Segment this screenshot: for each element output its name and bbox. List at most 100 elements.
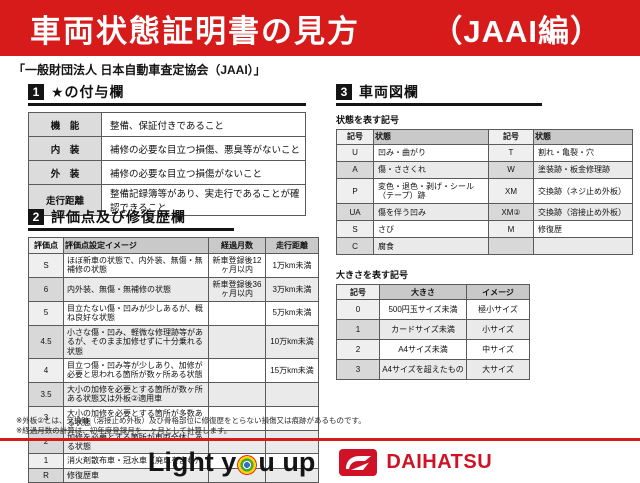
status-cell: さび [373, 220, 489, 239]
header-row: 評価点 評価点設定イメージ 経過月数 走行距離 [28, 237, 319, 254]
footnote-line: ※外板②とは、交換跡（溶接止め外板）及び骨格部位に修復歴をとらない損傷又は痕跡が… [16, 416, 366, 425]
score-cell: 5 [28, 300, 64, 326]
col-header: イメージ [466, 284, 530, 301]
section-3-header: 3 車両図欄 [336, 84, 542, 106]
size-row: 2 A4サイズ未満 中サイズ [336, 339, 530, 361]
section-3-title: 車両図欄 [359, 84, 419, 100]
col-header: 大きさ [379, 284, 467, 301]
symbol-cell: UA [336, 203, 374, 222]
symbol-cell: A [336, 161, 374, 179]
symbol-cell: 1 [336, 319, 380, 341]
desc-cell: 目立たない傷・凹みが少しあるが、概ね良好な状態 [63, 300, 209, 326]
months-cell [208, 300, 266, 326]
months-cell: 新車登録後36ヶ月以内 [208, 276, 266, 302]
symbol-row: A 傷・ささくれ W 塗装跡・板金修理跡 [336, 161, 633, 179]
table-row: 内 装 補修の必要な目立つ損傷、悪臭等がないこと [28, 136, 306, 161]
km-cell: 10万km未満 [265, 324, 319, 359]
title-banner: 車両状態証明書の見方 （JAAI編） [0, 0, 640, 56]
evaluation-row: 4 目立つ傷・凹み等が少しあり、加修が必要と思われる箇所が数ヶ所ある状態 15万… [28, 357, 319, 383]
desc-cell: 修復歴車 [63, 467, 209, 483]
evaluation-row: 4.5 小さな傷・凹み、軽微な修理跡等があるが、そのまま加修せずに十分乗れる状態… [28, 324, 319, 359]
symbol-cell: M [488, 220, 534, 239]
col-header: 記号 [336, 284, 380, 301]
row-desc: 補修の必要な目立つ損傷がないこと [101, 160, 306, 185]
star-grant-table: 機 能 整備、保証付きであること 内 装 補修の必要な目立つ損傷、悪臭等がないこ… [28, 112, 306, 216]
footnotes: ※外板②とは、交換跡（溶接止め外板）及び骨格部位に修復歴をとらない損傷又は痕跡が… [16, 416, 366, 436]
km-cell [265, 381, 319, 407]
row-desc: 整備記録簿等があり、実走行であることが確認できること [101, 184, 306, 216]
footer-logos: Light y u up DAIHATSU [0, 445, 640, 480]
image-cell: 小サイズ [466, 319, 530, 341]
evaluation-row: S ほぼ新車の状態で、内外装、無傷・無補修の状態 新車登録後12ヶ月以内 1万k… [28, 253, 319, 278]
section-2-title: 評価点及び修復歴欄 [51, 209, 186, 225]
row-label: 内 装 [28, 136, 102, 161]
status-cell: 割れ・亀裂・穴 [533, 144, 633, 162]
daihatsu-wordmark: DAIHATSU [386, 451, 493, 473]
edition-label: （JAAI編） [431, 13, 602, 49]
status-cell: 交換跡（溶接止め外板） [533, 203, 633, 222]
km-cell: 1万km未満 [265, 253, 319, 278]
light-you-up-text: u up [258, 447, 316, 477]
evaluation-row: 1 消火剤散布車・冠水車（廃車を含む） [28, 453, 319, 469]
km-cell: 5万km未満 [265, 300, 319, 326]
status-cell: 傷・ささくれ [373, 161, 489, 179]
row-label: 外 装 [28, 160, 102, 185]
desc-cell: 大小の加修を必要とする箇所が数ヶ所ある状態又は外板②適用車 [63, 381, 209, 407]
status-cell: 傷を伴う凹み [373, 203, 489, 222]
size-cell: A4サイズを超えたもの [379, 359, 467, 381]
row-desc: 補修の必要な目立つ損傷、悪臭等がないこと [101, 136, 306, 161]
image-cell: 大サイズ [466, 359, 530, 381]
symbol-cell: P [336, 177, 374, 205]
score-cell: 2 [28, 429, 64, 455]
section-1-number-badge: 1 [28, 84, 44, 100]
desc-cell: 小さな傷・凹み、軽微な修理跡等があるが、そのまま加修せずに十分乗れる状態 [63, 324, 209, 359]
daihatsu-logo: DAIHATSU [339, 449, 492, 476]
size-cell: A4サイズ未満 [379, 339, 467, 361]
organization-subtitle: 「一般財団法人 日本自動車査定協会（JAAI）」 [13, 63, 266, 77]
km-cell [265, 405, 319, 431]
status-cell: 塗装跡・板金修理跡 [533, 161, 633, 179]
status-symbols-table: 記号 状態 記号 状態 U 凹み・曲がり T 割れ・亀裂・穴 A 傷・ささくれ … [336, 129, 633, 256]
symbol-cell: S [336, 220, 374, 239]
symbol-row: S さび M 修復歴 [336, 220, 633, 239]
status-cell: 腐食 [373, 237, 489, 256]
evaluation-row: 3.5 大小の加修を必要とする箇所が数ヶ所ある状態又は外板②適用車 [28, 381, 319, 407]
col-header: 走行距離 [265, 237, 319, 254]
months-cell [208, 324, 266, 359]
months-cell: 新車登録後12ヶ月以内 [208, 253, 266, 278]
size-cell: カードサイズ未満 [379, 319, 467, 341]
col-header: 評価点 [28, 237, 64, 254]
section-2-header: 2 評価点及び修復歴欄 [28, 209, 234, 231]
score-cell: R [28, 467, 64, 483]
row-desc: 整備、保証付きであること [101, 112, 306, 137]
light-you-up-text: Light y [147, 447, 237, 477]
table-row: 外 装 補修の必要な目立つ損傷がないこと [28, 160, 306, 185]
months-cell [208, 405, 266, 431]
score-cell: 3 [28, 405, 64, 431]
col-header: 評価点設定イメージ [63, 237, 209, 254]
desc-cell: 大小の加修を必要とする箇所が多数ある状態 [63, 405, 209, 431]
symbol-row: C 腐食 [336, 237, 633, 256]
size-symbols-caption: 大きさを表す記号 [336, 270, 409, 281]
size-row: 1 カードサイズ未満 小サイズ [336, 319, 530, 341]
size-cell: 500円玉サイズ未満 [379, 299, 467, 321]
footnote-line: ※経過月数の計算は、初年度登録月を一ヶ月として計算します。 [16, 426, 232, 435]
page-title: 車両状態証明書の見方 [30, 13, 360, 49]
target-ring-icon [237, 454, 258, 475]
status-symbols-caption: 状態を表す記号 [336, 115, 400, 125]
km-cell: 15万km未満 [265, 357, 319, 383]
section-star-grant: 1 ★の付与欄 機 能 整備、保証付きであること 内 装 補修の必要な目立つ損傷… [28, 84, 306, 216]
km-cell [265, 467, 319, 483]
header-row: 記号 大きさ イメージ [336, 284, 530, 301]
col-header: 状態 [373, 129, 489, 145]
col-header: 状態 [533, 129, 633, 145]
score-cell: S [28, 253, 64, 278]
section-evaluation: 2 評価点及び修復歴欄 評価点 評価点設定イメージ 経過月数 走行距離 S ほぼ… [28, 209, 319, 483]
symbol-cell: 3 [336, 359, 380, 381]
symbol-row: UA 傷を伴う凹み XM② 交換跡（溶接止め外板） [336, 203, 633, 222]
col-header: 経過月数 [208, 237, 266, 254]
size-row: 3 A4サイズを超えたもの 大サイズ [336, 359, 530, 381]
footer-divider [0, 438, 640, 441]
score-cell: 6 [28, 276, 64, 302]
header-row: 記号 状態 記号 状態 [336, 129, 633, 145]
